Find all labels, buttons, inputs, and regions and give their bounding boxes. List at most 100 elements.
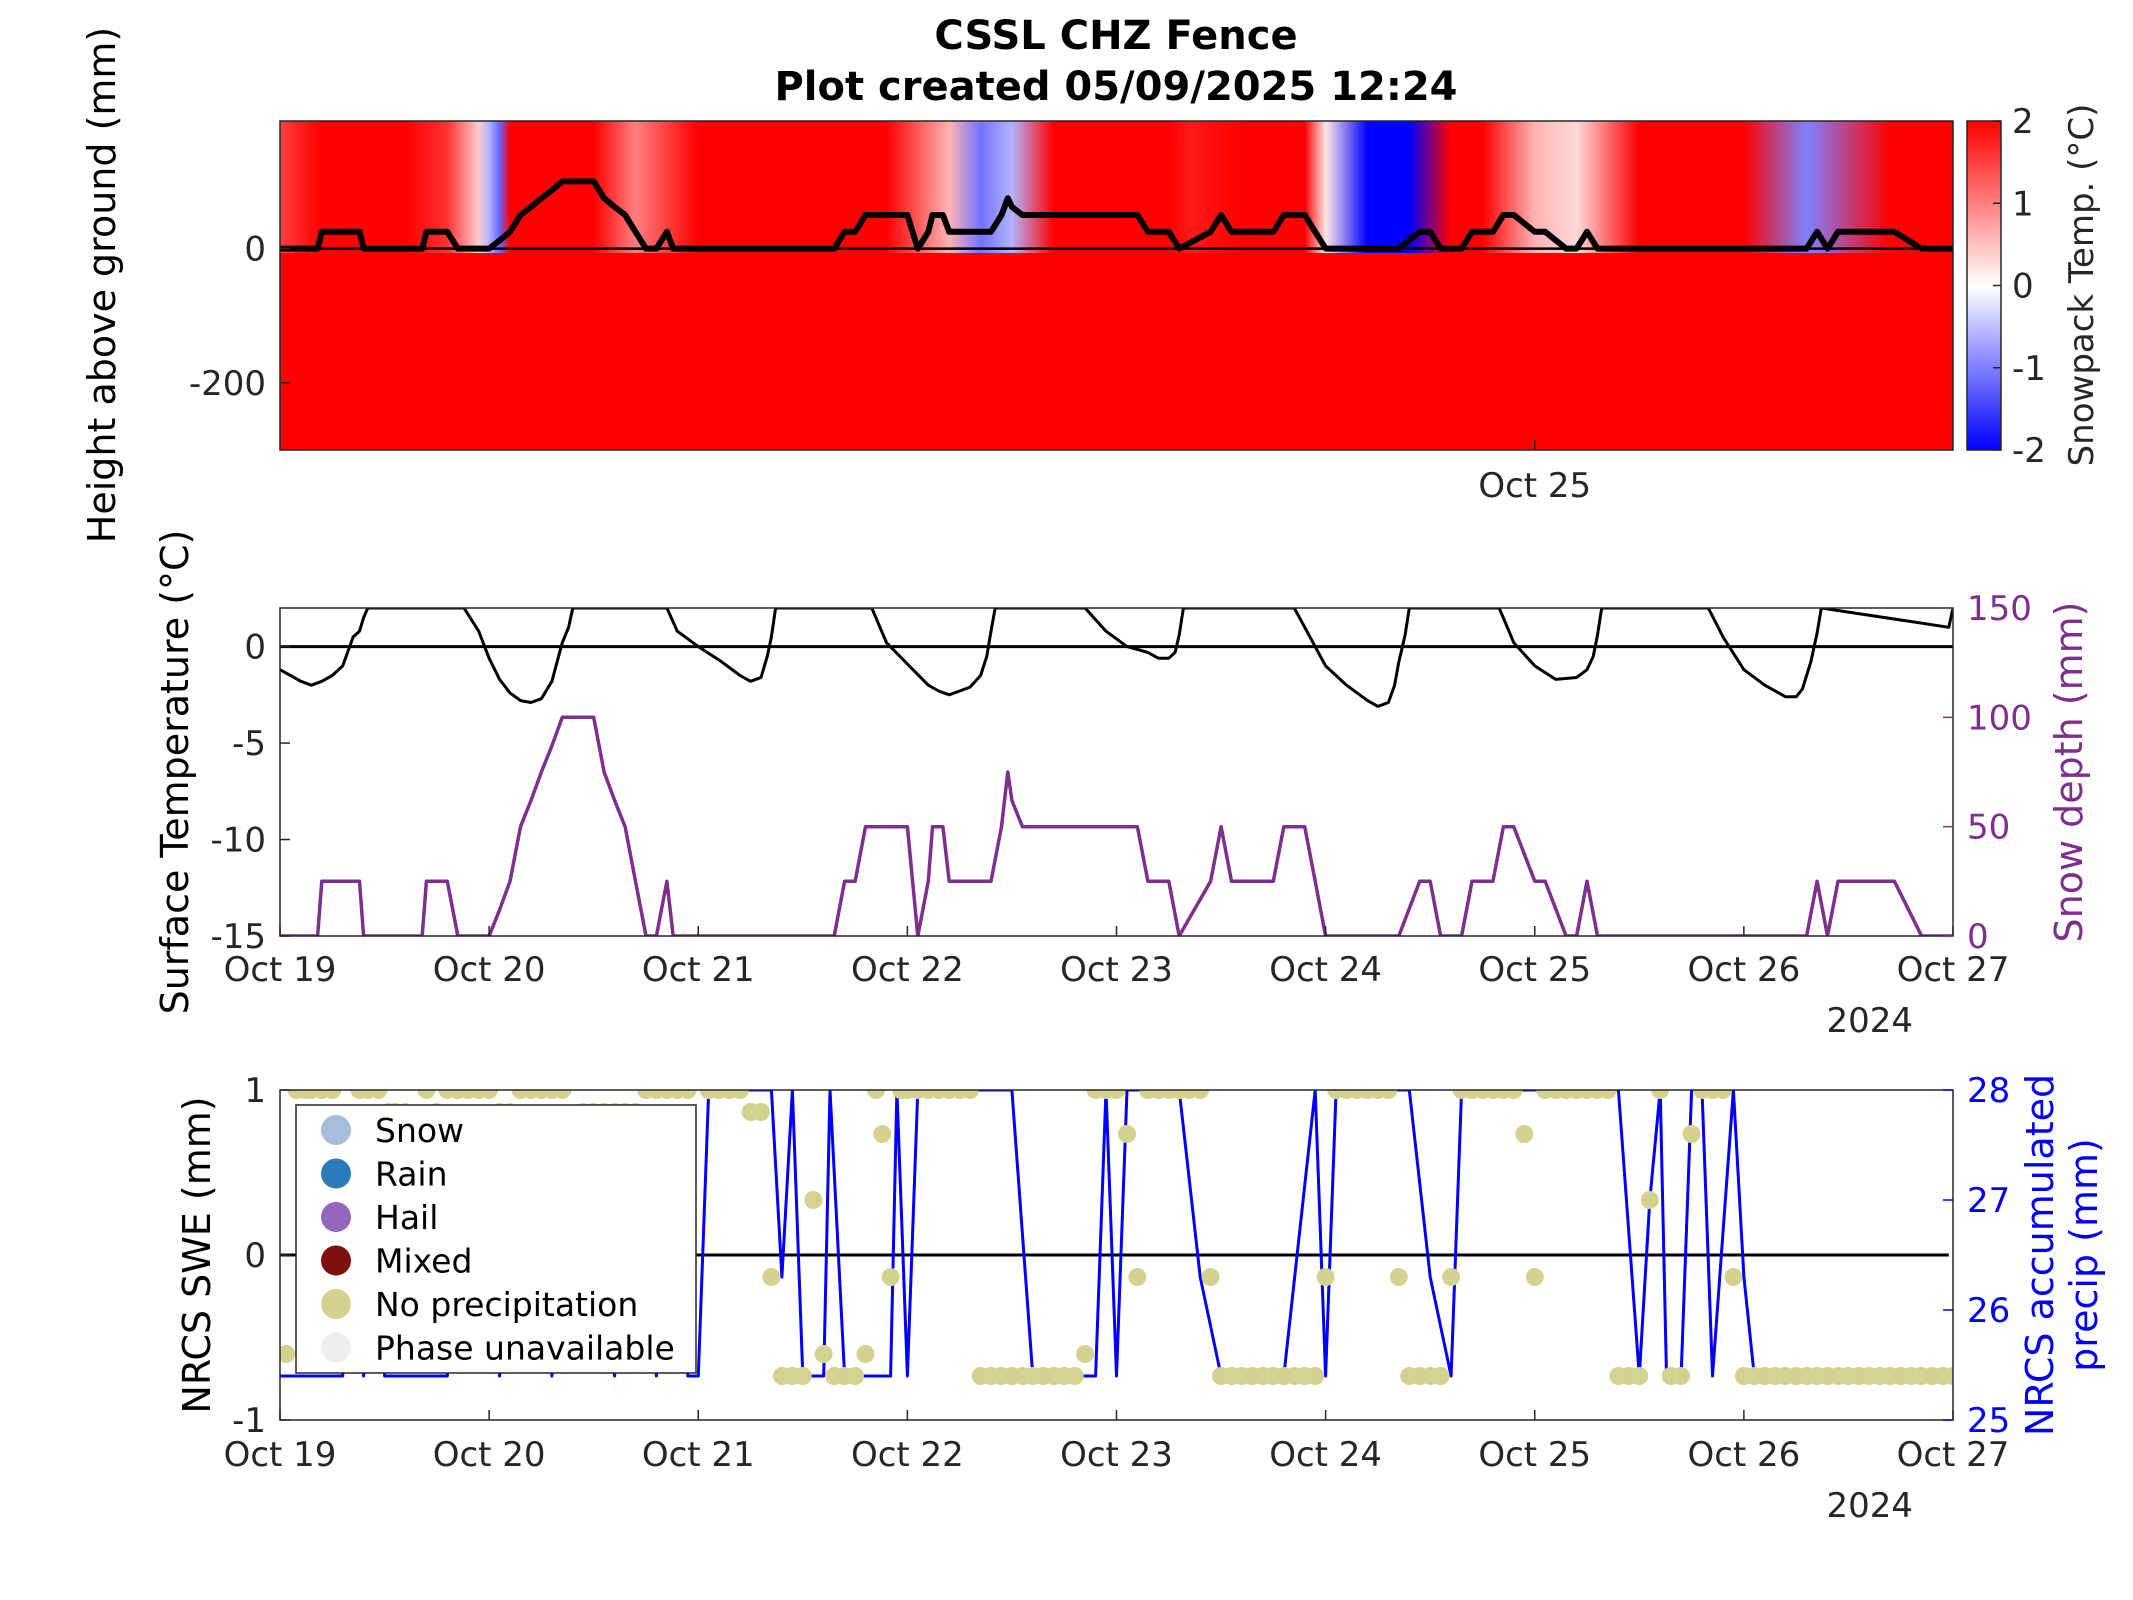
surface-temp-x-tick-label: Oct 23 bbox=[1060, 950, 1173, 990]
precip-axis-label: NRCS accumulated precip (mm) bbox=[2018, 1074, 2106, 1436]
no-precip-point bbox=[323, 1090, 342, 1099]
precip-y-tick-label: 28 bbox=[1967, 1071, 2010, 1111]
legend-marker bbox=[321, 1245, 351, 1276]
heatmap-y-tick-label: 0 bbox=[244, 230, 266, 270]
no-precip-point bbox=[1379, 1090, 1398, 1099]
no-precip-point bbox=[867, 1090, 885, 1099]
heatmap-y-axis-label: Height above ground (mm) bbox=[80, 27, 124, 544]
precip-y-tick-label: 27 bbox=[1967, 1181, 2010, 1221]
snow-depth-line bbox=[280, 715, 1953, 936]
no-precip-point bbox=[280, 1345, 296, 1363]
swe-y-tick-label: 1 bbox=[244, 1071, 266, 1111]
no-precip-point bbox=[1682, 1125, 1701, 1143]
precip-x-tick-label: Oct 24 bbox=[1269, 1435, 1382, 1475]
no-precip-point bbox=[1515, 1125, 1534, 1143]
no-precip-point bbox=[1107, 1090, 1126, 1099]
legend-marker bbox=[321, 1158, 351, 1189]
no-precip-point bbox=[804, 1191, 823, 1209]
no-precip-point bbox=[1118, 1125, 1136, 1143]
colorbar-tick-label: -1 bbox=[2012, 349, 2046, 389]
no-precip-point bbox=[678, 1090, 697, 1099]
heatmap-above-ground bbox=[280, 121, 1953, 253]
no-precip-point bbox=[1389, 1268, 1408, 1286]
no-precip-point bbox=[1316, 1268, 1335, 1286]
no-precip-point bbox=[846, 1367, 865, 1385]
legend-box bbox=[295, 1104, 697, 1374]
swe-y-tick-label: 0 bbox=[244, 1236, 266, 1276]
legend-marker bbox=[321, 1289, 351, 1319]
precip-x-tick-label: Oct 25 bbox=[1478, 1435, 1591, 1475]
svg-text:NRCS accumulated: NRCS accumulated bbox=[2018, 1074, 2062, 1436]
legend-label: Mixed bbox=[375, 1242, 472, 1281]
svg-text:precip (mm): precip (mm) bbox=[2062, 1138, 2106, 1372]
heatmap-x-tick-label: Oct 25 bbox=[1478, 466, 1591, 506]
surface-temp-x-tick-label: Oct 24 bbox=[1269, 950, 1382, 990]
swe-axis-label: NRCS SWE (mm) bbox=[175, 1096, 219, 1413]
no-precip-point bbox=[731, 1090, 750, 1099]
legend-marker bbox=[321, 1202, 351, 1232]
precip-y-tick-label: 26 bbox=[1967, 1291, 2010, 1331]
no-precip-point bbox=[417, 1090, 436, 1099]
surface-temp-y-tick-label: -15 bbox=[210, 917, 266, 957]
legend-label: Hail bbox=[375, 1198, 438, 1237]
no-precip-point bbox=[961, 1090, 980, 1099]
precip-panel: 1 0 -1 28 27 26 25 Oct 19 Oct 20 Oct 21 Oct 22 Oc… bbox=[175, 1071, 2106, 1526]
no-precip-point bbox=[873, 1125, 892, 1143]
legend-label: Phase unavailable bbox=[375, 1329, 675, 1368]
colorbar-tick-label: -2 bbox=[2012, 431, 2046, 471]
no-precip-point bbox=[1651, 1090, 1670, 1099]
surface-temp-x-tick-label: Oct 25 bbox=[1478, 950, 1591, 990]
no-precip-point bbox=[1504, 1090, 1523, 1099]
colorbar-tick-label: 2 bbox=[2012, 102, 2034, 142]
no-precip-point bbox=[1640, 1191, 1659, 1209]
surface-temp-panel: 0 -5 -10 -15 150 100 50 0 Oct 19 Oct 20 Oct 21 Oc… bbox=[153, 530, 2091, 1041]
heatmap-frame bbox=[279, 120, 1954, 451]
surface-temp-x-tick-label: Oct 27 bbox=[1897, 950, 2010, 990]
precip-x-tick-label: Oct 26 bbox=[1687, 1435, 1800, 1475]
no-precip-point bbox=[369, 1090, 388, 1099]
no-precip-point bbox=[1431, 1367, 1450, 1385]
no-precip-point bbox=[1672, 1367, 1691, 1385]
colorbar-tick-label: 1 bbox=[2012, 184, 2034, 224]
legend-label: Snow bbox=[375, 1111, 464, 1150]
precip-x-tick-label: Oct 20 bbox=[433, 1435, 546, 1475]
precip-x-tick-label: Oct 21 bbox=[642, 1435, 755, 1475]
legend-marker bbox=[321, 1115, 351, 1145]
no-precip-point bbox=[881, 1268, 900, 1286]
no-precip-point bbox=[1598, 1090, 1617, 1099]
no-precip-point bbox=[1442, 1268, 1461, 1286]
precip-legend: Snow Rain Hail Mixed No precipitation Phase u… bbox=[295, 1104, 697, 1374]
no-precip-point bbox=[1714, 1090, 1732, 1099]
heatmap-below-ground bbox=[280, 253, 1953, 450]
colorbar-label: Snowpack Temp. (°C) bbox=[2062, 104, 2102, 467]
no-precip-point bbox=[480, 1090, 499, 1099]
swe-y-tick-label: -1 bbox=[232, 1401, 266, 1441]
precip-x-tick-label: Oct 23 bbox=[1060, 1435, 1173, 1475]
snow-depth-y-tick-label: 150 bbox=[1967, 589, 2032, 629]
surface-temp-x-tick-label: Oct 21 bbox=[642, 950, 755, 990]
surface-temp-y-tick-label: -5 bbox=[232, 724, 266, 764]
surface-temp-x-tick-label: Oct 26 bbox=[1687, 950, 1800, 990]
precip-y-tick-label: 25 bbox=[1967, 1401, 2010, 1441]
no-precip-point bbox=[1944, 1367, 1953, 1385]
surface-temp-axis-label: Surface Temperature (°C) bbox=[153, 530, 197, 1015]
no-precip-point bbox=[793, 1367, 812, 1385]
panel2-year-label: 2024 bbox=[1826, 1001, 1913, 1041]
surface-temp-y-tick-label: -10 bbox=[210, 821, 266, 861]
colorbar-tick-label: 0 bbox=[2012, 267, 2034, 307]
panel3-year-label: 2024 bbox=[1826, 1486, 1913, 1526]
no-precip-point bbox=[814, 1345, 833, 1363]
no-precip-point bbox=[856, 1345, 875, 1363]
heatmap-y-tick-label: -200 bbox=[189, 364, 266, 404]
precip-x-tick-label: Oct 22 bbox=[851, 1435, 964, 1475]
legend-label: No precipitation bbox=[375, 1285, 638, 1324]
surface-temp-line bbox=[280, 608, 1953, 708]
surface-temp-y-tick-label: 0 bbox=[244, 628, 266, 668]
no-precip-point bbox=[1128, 1268, 1147, 1286]
no-precip-point bbox=[1724, 1268, 1743, 1286]
snow-depth-y-tick-label: 0 bbox=[1967, 917, 1989, 957]
snowpack-heatmap-panel: 0 -200 Oct 25 Height above ground (mm) 2 1… bbox=[80, 27, 2102, 544]
no-precip-point bbox=[553, 1090, 572, 1099]
surface-temp-x-tick-label: Oct 19 bbox=[224, 950, 337, 990]
